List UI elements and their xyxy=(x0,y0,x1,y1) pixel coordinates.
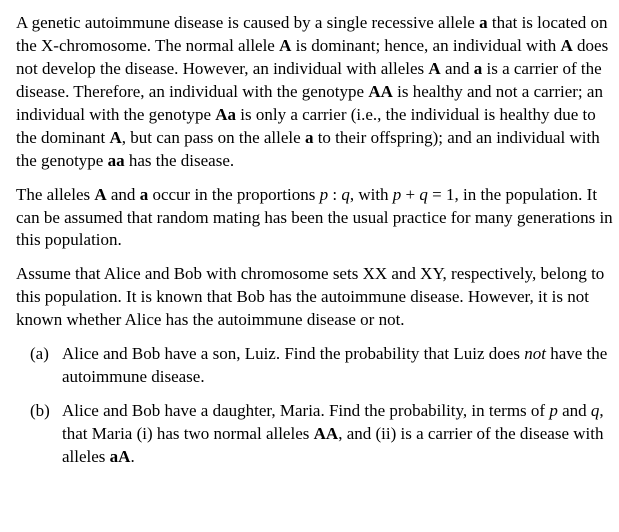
text: , with xyxy=(350,185,393,204)
genotype-aA: aA xyxy=(110,447,131,466)
allele-a: a xyxy=(474,59,483,78)
part-b-label: (b) xyxy=(30,400,62,469)
allele-A: A xyxy=(94,185,106,204)
part-a-content: Alice and Bob have a son, Luiz. Find the… xyxy=(62,343,613,389)
text: . xyxy=(130,447,134,466)
paragraph-alice-bob: Assume that Alice and Bob with chromosom… xyxy=(16,263,613,332)
text: and xyxy=(441,59,474,78)
sub-questions: (a) Alice and Bob have a son, Luiz. Find… xyxy=(16,343,613,469)
math-p: p xyxy=(320,185,329,204)
math-p: p xyxy=(549,401,558,420)
math-q: q xyxy=(341,185,350,204)
part-a: (a) Alice and Bob have a son, Luiz. Find… xyxy=(16,343,613,389)
part-b-content: Alice and Bob have a daughter, Maria. Fi… xyxy=(62,400,613,469)
text: has the disease. xyxy=(125,151,235,170)
allele-a: a xyxy=(479,13,488,32)
emphasis-not: not xyxy=(524,344,546,363)
text: Alice and Bob have a son, Luiz. Find the… xyxy=(62,344,524,363)
part-b: (b) Alice and Bob have a daughter, Maria… xyxy=(16,400,613,469)
genotype-AA: AA xyxy=(368,82,393,101)
text: A genetic autoimmune disease is caused b… xyxy=(16,13,479,32)
text: , but can pass on the allele xyxy=(122,128,305,147)
math-q: q xyxy=(419,185,428,204)
allele-A: A xyxy=(428,59,440,78)
allele-A: A xyxy=(109,128,121,147)
part-a-label: (a) xyxy=(30,343,62,389)
text: is dominant; hence, an individual with xyxy=(291,36,560,55)
allele-A: A xyxy=(279,36,291,55)
text: and xyxy=(558,401,591,420)
text: : xyxy=(328,185,341,204)
text: Alice and Bob have a daughter, Maria. Fi… xyxy=(62,401,549,420)
paragraph-proportions: The alleles A and a occur in the proport… xyxy=(16,184,613,253)
allele-a: a xyxy=(140,185,149,204)
text: and xyxy=(107,185,140,204)
text: Assume that Alice and Bob with chromosom… xyxy=(16,264,604,329)
genotype-AA: AA xyxy=(314,424,339,443)
text: + xyxy=(401,185,419,204)
allele-A: A xyxy=(561,36,573,55)
text: The alleles xyxy=(16,185,94,204)
genotype-Aa: Aa xyxy=(215,105,236,124)
text: occur in the proportions xyxy=(148,185,319,204)
genotype-aa: aa xyxy=(108,151,125,170)
paragraph-genetics-intro: A genetic autoimmune disease is caused b… xyxy=(16,12,613,173)
